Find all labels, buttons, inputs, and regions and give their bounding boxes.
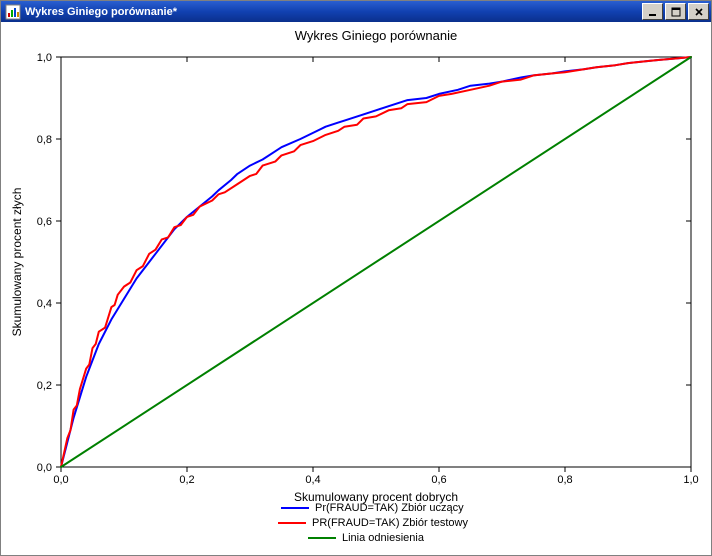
x-tick-label: 0,0 bbox=[53, 474, 68, 486]
y-axis-label: Skumulowany procent złych bbox=[10, 188, 24, 337]
x-tick-label: 0,2 bbox=[179, 474, 194, 486]
window-controls bbox=[642, 3, 709, 20]
x-tick-label: 0,4 bbox=[305, 474, 320, 486]
app-window: Wykres Giniego porównanie* Wykres Ginieg… bbox=[0, 0, 712, 556]
app-icon bbox=[5, 4, 21, 20]
x-tick-label: 0,6 bbox=[431, 474, 446, 486]
chart-title: Wykres Giniego porównanie bbox=[295, 28, 457, 43]
y-tick-label: 0,0 bbox=[37, 462, 52, 474]
legend-label: Linia odniesienia bbox=[342, 532, 425, 544]
legend-label: Pr(FRAUD=TAK) Zbiór uczący bbox=[315, 502, 464, 514]
y-tick-label: 0,8 bbox=[37, 134, 52, 146]
chart-area: Wykres Giniego porównanie 0,00,0 0,2 0,2 0,4… bbox=[1, 22, 711, 555]
y-tick-label: 0,4 bbox=[37, 298, 52, 310]
window-title: Wykres Giniego porównanie* bbox=[25, 6, 642, 18]
y-tick-label: 1,0 bbox=[37, 52, 52, 64]
gini-chart: Wykres Giniego porównanie 0,00,0 0,2 0,2 0,4… bbox=[1, 22, 711, 555]
y-tick-label: 0,2 bbox=[37, 380, 52, 392]
legend-label: PR(FRAUD=TAK) Zbiór testowy bbox=[312, 517, 468, 529]
x-tick-label: 0,8 bbox=[557, 474, 572, 486]
y-tick-label: 0,6 bbox=[37, 216, 52, 228]
minimize-button[interactable] bbox=[642, 3, 663, 20]
x-tick-label: 1,0 bbox=[683, 474, 698, 486]
maximize-button[interactable] bbox=[665, 3, 686, 20]
titlebar[interactable]: Wykres Giniego porównanie* bbox=[1, 1, 711, 22]
close-button[interactable] bbox=[688, 3, 709, 20]
